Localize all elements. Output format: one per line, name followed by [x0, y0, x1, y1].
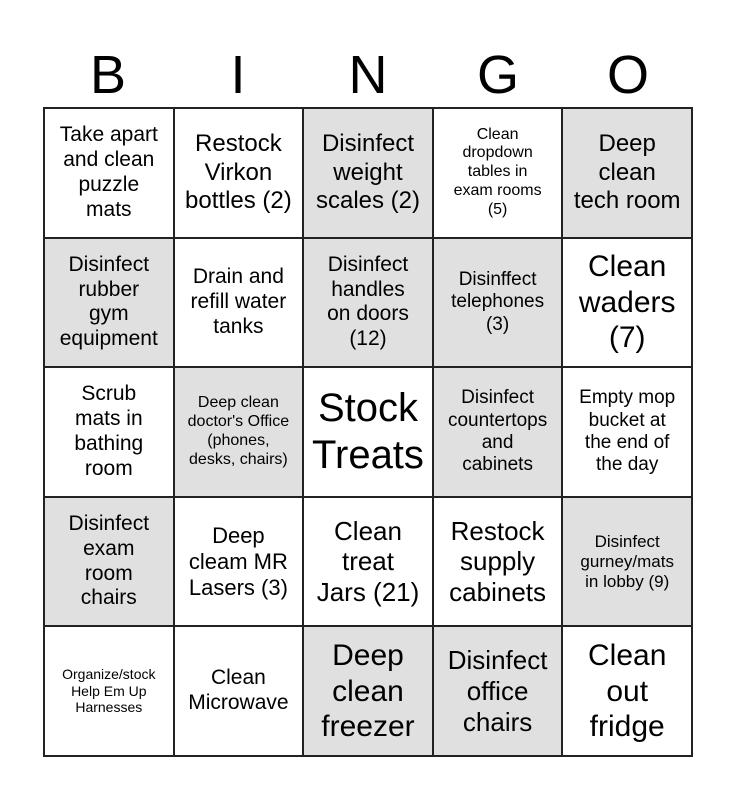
bingo-cell[interactable]: Clean treat Jars (21) — [303, 496, 433, 627]
bingo-cell[interactable]: Clean out fridge — [562, 626, 692, 756]
bingo-cell[interactable]: Disinfect gurney/mats in lobby (9) — [562, 496, 692, 627]
bingo-cell[interactable]: Disinfect rubber gym equipment — [44, 237, 174, 368]
bingo-cell[interactable]: Clean waders (7) — [562, 237, 692, 368]
bingo-cell[interactable]: Restock Virkon bottles (2) — [173, 108, 304, 238]
bingo-cell[interactable]: Clean dropdown tables in exam rooms (5) — [432, 108, 563, 238]
bingo-cell[interactable]: Deep cleam MR Lasers (3) — [173, 496, 304, 627]
bingo-cell[interactable]: Deep clean freezer — [303, 626, 433, 756]
bingo-cell[interactable]: Disinfect handles on doors (12) — [303, 237, 433, 368]
bingo-cell[interactable]: Clean Microwave — [173, 626, 304, 756]
bingo-cell[interactable]: Disinfect office chairs — [432, 626, 563, 756]
bingo-cell[interactable]: Drain and refill water tanks — [173, 237, 304, 368]
bingo-cell[interactable]: Take apart and clean puzzle mats — [44, 108, 174, 238]
bingo-cell[interactable]: Restock supply cabinets — [432, 496, 563, 627]
bingo-cell[interactable]: Stock Treats — [303, 367, 433, 497]
header-letter-o: O — [606, 45, 649, 105]
bingo-cell[interactable]: Deep clean doctor's Office (phones, desk… — [173, 367, 304, 497]
bingo-cell[interactable]: Disinfect weight scales (2) — [303, 108, 433, 238]
header-letter-b: B — [89, 45, 127, 105]
bingo-cell[interactable]: Disinfect countertops and cabinets — [432, 367, 563, 497]
bingo-cell[interactable]: Disinfect exam room chairs — [44, 496, 174, 627]
bingo-grid: Take apart and clean puzzle mats Restock … — [43, 107, 693, 757]
bingo-header: B I N G O — [43, 44, 693, 106]
header-letter-i: I — [230, 45, 246, 105]
bingo-cell[interactable]: Organize/stock Help Em Up Harnesses — [44, 626, 174, 756]
bingo-cell[interactable]: Deep clean tech room — [562, 108, 692, 238]
header-letter-n: N — [348, 45, 388, 105]
bingo-cell[interactable]: Disinffect telephones (3) — [432, 237, 563, 368]
bingo-cell[interactable]: Empty mop bucket at the end of the day — [562, 367, 692, 497]
header-letter-g: G — [476, 45, 519, 105]
bingo-cell[interactable]: Scrub mats in bathing room — [44, 367, 174, 497]
